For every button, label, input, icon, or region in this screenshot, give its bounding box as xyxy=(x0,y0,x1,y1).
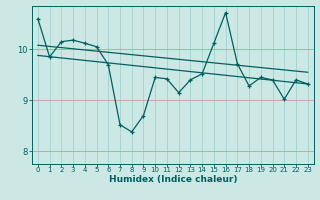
X-axis label: Humidex (Indice chaleur): Humidex (Indice chaleur) xyxy=(108,175,237,184)
